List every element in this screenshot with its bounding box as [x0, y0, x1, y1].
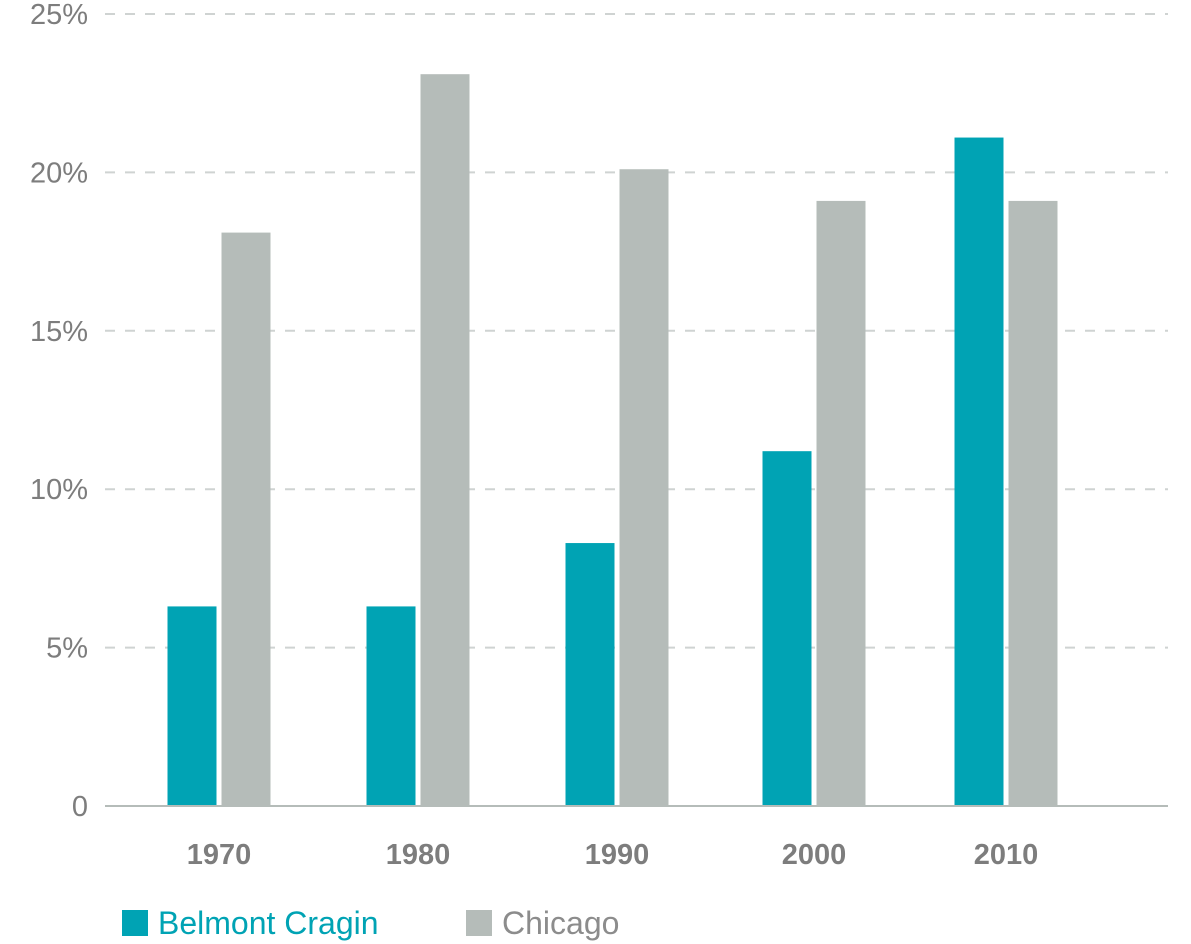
bar-chicago-1990: [619, 169, 669, 806]
bar-belmont-cragin-2010: [954, 137, 1004, 806]
y-axis-ticks: 0 5% 10% 15% 20% 25%: [30, 0, 88, 823]
x-tick-label: 2010: [974, 839, 1039, 871]
x-tick-label: 1990: [585, 839, 650, 871]
bar-chicago-1980: [420, 74, 470, 806]
legend-label-belmont-cragin: Belmont Cragin: [158, 905, 379, 941]
bar-belmont-cragin-1970: [167, 606, 217, 806]
y-tick-label: 10%: [30, 474, 88, 506]
bar-chicago-2010: [1008, 200, 1058, 807]
y-tick-label: 5%: [46, 633, 88, 665]
bar-chicago-1970: [221, 232, 271, 807]
bar-chicago-2000: [816, 200, 866, 807]
x-axis-ticks: 1970 1980 1990 2000 2010: [187, 839, 1039, 871]
x-tick-label: 1980: [386, 839, 451, 871]
legend-swatch-chicago: [466, 910, 492, 936]
x-tick-label: 2000: [782, 839, 847, 871]
bars: [167, 74, 1058, 807]
x-tick-label: 1970: [187, 839, 252, 871]
legend: Belmont Cragin Chicago: [122, 905, 619, 941]
y-tick-label: 20%: [30, 157, 88, 189]
y-tick-label: 15%: [30, 316, 88, 348]
bar-belmont-cragin-1990: [565, 543, 615, 806]
y-tick-label: 25%: [30, 0, 88, 31]
y-tick-label: 0: [72, 791, 88, 823]
legend-label-chicago: Chicago: [502, 905, 619, 941]
bar-belmont-cragin-1980: [366, 606, 416, 806]
legend-swatch-belmont-cragin: [122, 910, 148, 936]
bar-belmont-cragin-2000: [762, 451, 812, 806]
